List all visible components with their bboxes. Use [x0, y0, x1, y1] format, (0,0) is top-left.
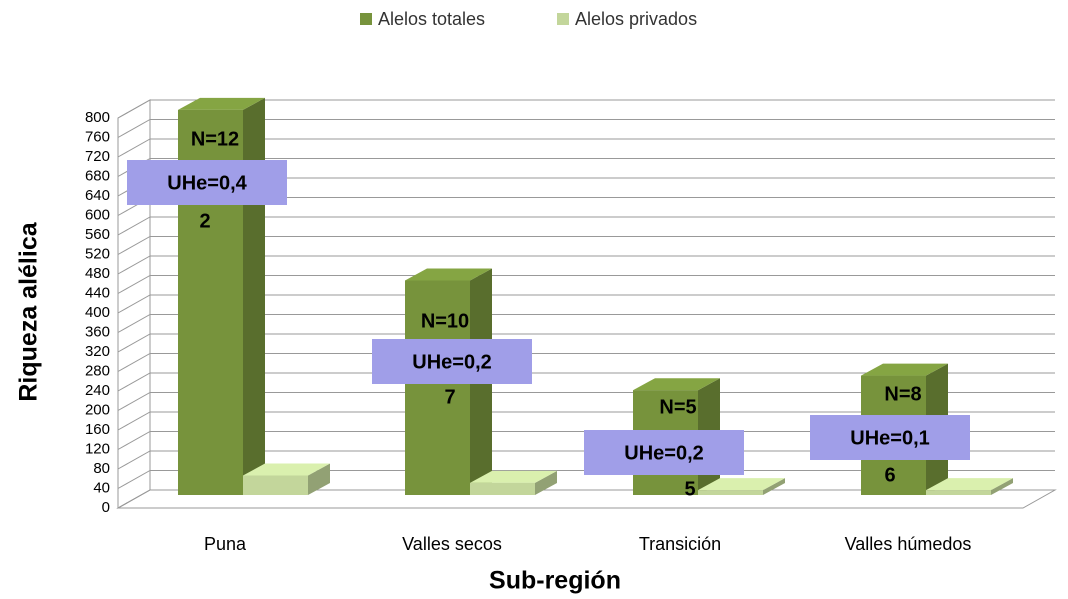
grid-line — [117, 255, 1055, 275]
annotation: UHe=0,1 — [850, 427, 930, 449]
x-tick-label: Puna — [204, 534, 247, 554]
x-tick-label: Transición — [639, 534, 721, 554]
x-axis-title: Sub-región — [489, 567, 621, 595]
annotation: 6 — [884, 464, 895, 486]
y-tick-label: 480 — [85, 265, 110, 282]
y-tick-label: 640 — [85, 187, 110, 204]
annotation-box — [127, 160, 287, 205]
x-tick-label: Valles húmedos — [845, 534, 972, 554]
legend-swatch — [360, 13, 372, 25]
y-axis-title: Riqueza alélica — [15, 221, 43, 401]
bar-top — [470, 470, 557, 483]
y-tick-label: 520 — [85, 245, 110, 262]
annotation-box — [372, 339, 532, 384]
y-tick-label: 440 — [85, 284, 110, 301]
y-tick-label: 40 — [93, 479, 110, 496]
bar — [405, 280, 470, 495]
legend-swatch — [557, 13, 569, 25]
legend-label: Alelos privados — [575, 9, 697, 29]
y-tick-label: 560 — [85, 226, 110, 243]
annotation: UHe=0,2 — [412, 351, 492, 373]
grid-line — [117, 450, 1055, 470]
annotation: 5 — [684, 478, 695, 500]
annotation: 7 — [444, 386, 455, 408]
grid-line — [117, 333, 1055, 353]
y-tick-label: 240 — [85, 382, 110, 399]
grid-line — [117, 138, 1055, 158]
annotation-box — [584, 430, 744, 475]
y-tick-label: 320 — [85, 343, 110, 360]
y-tick-label: 600 — [85, 206, 110, 223]
bar-top — [926, 478, 1013, 491]
y-tick-label: 800 — [85, 109, 110, 126]
bar-side — [535, 470, 557, 495]
grid-line — [117, 353, 1055, 372]
bar-top — [405, 268, 492, 281]
grid-line — [117, 431, 1055, 450]
y-tick-label: 200 — [85, 401, 110, 418]
y-tick-label: 160 — [85, 421, 110, 438]
annotation: UHe=0,2 — [624, 442, 704, 464]
bar — [926, 490, 991, 495]
grid-line — [117, 236, 1055, 255]
bar-top — [698, 478, 785, 491]
y-tick-label: 120 — [85, 440, 110, 457]
y-tick-label: 400 — [85, 304, 110, 321]
y-tick-label: 760 — [85, 128, 110, 145]
grid-line — [117, 314, 1055, 333]
grid-line — [117, 119, 1055, 138]
annotation: N=12 — [191, 128, 239, 150]
annotation: N=8 — [884, 383, 921, 405]
bar-side — [991, 478, 1013, 495]
y-tick-label: 80 — [93, 460, 110, 477]
y-tick-label: 720 — [85, 148, 110, 165]
bar-side — [308, 463, 330, 495]
grid-line — [117, 294, 1055, 314]
y-tick-label: 280 — [85, 362, 110, 379]
bar-top — [861, 363, 948, 376]
grid-line — [117, 99, 1055, 119]
bar — [470, 482, 535, 495]
bar-top — [178, 97, 265, 110]
x-tick-label: Valles secos — [402, 534, 502, 554]
bar — [243, 475, 308, 495]
grid-line — [117, 372, 1055, 392]
annotation: N=5 — [659, 396, 696, 418]
grid-line — [117, 275, 1055, 294]
grid-line — [117, 470, 1055, 489]
annotation: N=10 — [421, 310, 469, 332]
y-tick-label: 360 — [85, 323, 110, 340]
bar-top — [243, 463, 330, 476]
grid-line — [117, 216, 1055, 236]
bar-top — [633, 378, 720, 391]
y-tick-label: 680 — [85, 167, 110, 184]
bar-side — [763, 478, 785, 495]
grid-line — [117, 411, 1055, 431]
y-tick-label: 0 — [102, 499, 110, 516]
bar-side — [243, 97, 265, 495]
annotation: 2 — [199, 210, 210, 232]
grid-line — [117, 392, 1055, 411]
bar — [698, 490, 763, 495]
annotation: UHe=0,4 — [167, 172, 247, 194]
annotation-box — [810, 415, 970, 460]
legend-label: Alelos totales — [378, 9, 485, 29]
